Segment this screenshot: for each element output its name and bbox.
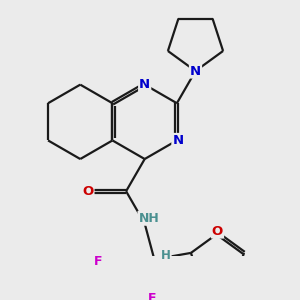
Text: N: N [172,134,184,147]
Text: H: H [161,249,171,262]
Text: O: O [82,185,94,198]
Text: F: F [94,255,103,268]
Text: NH: NH [138,212,159,225]
Text: N: N [139,78,150,91]
Text: O: O [212,225,223,238]
Text: N: N [190,64,201,77]
Text: F: F [148,292,157,300]
